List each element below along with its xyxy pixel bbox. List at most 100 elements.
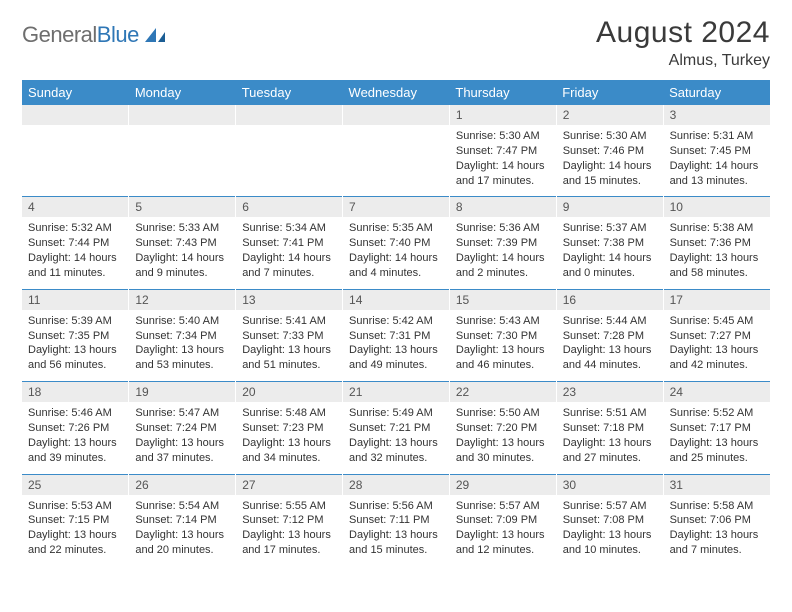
logo-text-gray: General [22,22,97,47]
daylight-line: Daylight: 14 hours and 0 minutes. [563,252,652,279]
day-number-cell [236,105,343,125]
dow-header: Thursday [449,80,556,105]
day-number-cell: 29 [449,475,556,495]
daylight-line: Daylight: 13 hours and 49 minutes. [349,344,438,371]
dow-header: Monday [129,80,236,105]
day-detail-cell: Sunrise: 5:39 AMSunset: 7:35 PMDaylight:… [22,310,129,382]
day-number-cell: 22 [449,382,556,402]
calendar-table: Sunday Monday Tuesday Wednesday Thursday… [22,80,770,566]
sunset-line: Sunset: 7:26 PM [28,422,109,434]
daylight-line: Daylight: 13 hours and 58 minutes. [670,252,759,279]
sunset-line: Sunset: 7:45 PM [670,145,751,157]
sunrise-line: Sunrise: 5:45 AM [670,315,754,327]
sunset-line: Sunset: 7:28 PM [563,330,644,342]
day-number-cell [343,105,450,125]
sunset-line: Sunset: 7:46 PM [563,145,644,157]
sunrise-line: Sunrise: 5:49 AM [349,407,433,419]
day-detail-cell: Sunrise: 5:52 AMSunset: 7:17 PMDaylight:… [663,402,770,474]
sunset-line: Sunset: 7:35 PM [28,330,109,342]
daylight-line: Daylight: 13 hours and 53 minutes. [135,344,224,371]
calendar-body: 123 Sunrise: 5:30 AM Sunset: 7:47 PM Daylig… [22,105,770,566]
day-detail-cell: Sunrise: 5:54 AMSunset: 7:14 PMDaylight:… [129,495,236,566]
daylight-line: Daylight: 14 hours and 11 minutes. [28,252,117,279]
sunset-line: Sunset: 7:31 PM [349,330,430,342]
daylight-line: Daylight: 13 hours and 27 minutes. [563,437,652,464]
dow-header: Friday [556,80,663,105]
day-detail-cell: Sunrise: 5:57 AMSunset: 7:08 PMDaylight:… [556,495,663,566]
day-detail-cell: Sunrise: 5:30 AMSunset: 7:46 PMDaylight:… [556,125,663,197]
day-detail-cell [236,125,343,197]
day-number-cell: 16 [556,290,663,310]
day-of-week-row: Sunday Monday Tuesday Wednesday Thursday… [22,80,770,105]
daylight-line: Daylight: 13 hours and 12 minutes. [456,529,545,556]
daylight-line: Daylight: 13 hours and 15 minutes. [349,529,438,556]
day-number-row: 123 [22,105,770,125]
daylight-line: Daylight: 13 hours and 51 minutes. [242,344,331,371]
day-detail-cell: Sunrise: 5:42 AMSunset: 7:31 PMDaylight:… [343,310,450,382]
sunrise-line: Sunrise: 5:30 AM [456,130,540,142]
day-detail-row: Sunrise: 5:39 AMSunset: 7:35 PMDaylight:… [22,310,770,382]
daylight-line: Daylight: 13 hours and 39 minutes. [28,437,117,464]
calendar-page: GeneralBlue August 2024 Almus, Turkey Su… [0,0,792,572]
sunrise-line: Sunrise: 5:52 AM [670,407,754,419]
daylight-line: Daylight: 13 hours and 10 minutes. [563,529,652,556]
sunrise-line: Sunrise: 5:48 AM [242,407,326,419]
day-number-cell: 17 [663,290,770,310]
day-detail-cell: Sunrise: 5:46 AMSunset: 7:26 PMDaylight:… [22,402,129,474]
sail-icon [143,26,169,44]
sunset-line: Sunset: 7:06 PM [670,514,751,526]
sunrise-line: Sunrise: 5:54 AM [135,500,219,512]
day-number-cell [22,105,129,125]
sunset-line: Sunset: 7:38 PM [563,237,644,249]
sunset-line: Sunset: 7:41 PM [242,237,323,249]
day-number-cell: 26 [129,475,236,495]
dow-header: Wednesday [343,80,450,105]
day-detail-cell: Sunrise: 5:33 AMSunset: 7:43 PMDaylight:… [129,217,236,289]
day-number-cell: 11 [22,290,129,310]
daylight-line: Daylight: 13 hours and 46 minutes. [456,344,545,371]
day-detail-cell: Sunrise: 5:43 AMSunset: 7:30 PMDaylight:… [449,310,556,382]
sunset-line: Sunset: 7:18 PM [563,422,644,434]
sunrise-line: Sunrise: 5:33 AM [135,222,219,234]
day-number-cell: 13 [236,290,343,310]
sunset-line: Sunset: 7:24 PM [135,422,216,434]
day-detail-cell: Sunrise: 5:58 AMSunset: 7:06 PMDaylight:… [663,495,770,566]
daylight-line: Daylight: 13 hours and 34 minutes. [242,437,331,464]
sunrise-line: Sunrise: 5:53 AM [28,500,112,512]
day-number-cell: 14 [343,290,450,310]
day-detail-cell [343,125,450,197]
sunrise-line: Sunrise: 5:38 AM [670,222,754,234]
day-number-cell: 18 [22,382,129,402]
day-number-cell: 27 [236,475,343,495]
daylight-line: Daylight: 13 hours and 32 minutes. [349,437,438,464]
day-detail-cell: Sunrise: 5:40 AMSunset: 7:34 PMDaylight:… [129,310,236,382]
day-detail-cell: Sunrise: 5:38 AM Sunset: 7:36 PM Daylight:… [663,217,770,289]
dow-header: Saturday [663,80,770,105]
day-detail-cell: Sunrise: 5:50 AMSunset: 7:20 PMDaylight:… [449,402,556,474]
sunrise-line: Sunrise: 5:57 AM [456,500,540,512]
sunrise-line: Sunrise: 5:51 AM [563,407,647,419]
sunrise-line: Sunrise: 5:37 AM [563,222,647,234]
day-detail-row: Sunrise: 5:30 AM Sunset: 7:47 PM Daylight:… [22,125,770,197]
sunset-line: Sunset: 7:14 PM [135,514,216,526]
sunrise-line: Sunrise: 5:50 AM [456,407,540,419]
logo-text-blue: Blue [97,22,139,47]
sunset-line: Sunset: 7:36 PM [670,237,751,249]
day-number-cell: 3 [663,105,770,125]
sunset-line: Sunset: 7:21 PM [349,422,430,434]
day-detail-cell [22,125,129,197]
daylight-line: Daylight: 13 hours and 25 minutes. [670,437,759,464]
sunset-line: Sunset: 7:08 PM [563,514,644,526]
dow-header: Sunday [22,80,129,105]
daylight-line: Daylight: 14 hours and 13 minutes. [670,160,759,187]
sunset-line: Sunset: 7:39 PM [456,237,537,249]
brand-logo: GeneralBlue [22,16,169,48]
day-detail-cell: Sunrise: 5:30 AM Sunset: 7:47 PM Daylight:… [449,125,556,197]
daylight-line: Daylight: 14 hours and 17 minutes. [456,160,545,187]
month-title: August 2024 [596,16,770,50]
daylight-line: Daylight: 13 hours and 44 minutes. [563,344,652,371]
sunset-line: Sunset: 7:47 PM [456,145,537,157]
dow-header: Tuesday [236,80,343,105]
day-detail-cell: Sunrise: 5:37 AM Sunset: 7:38 PM Daylight:… [556,217,663,289]
day-number-cell: 31 [663,475,770,495]
